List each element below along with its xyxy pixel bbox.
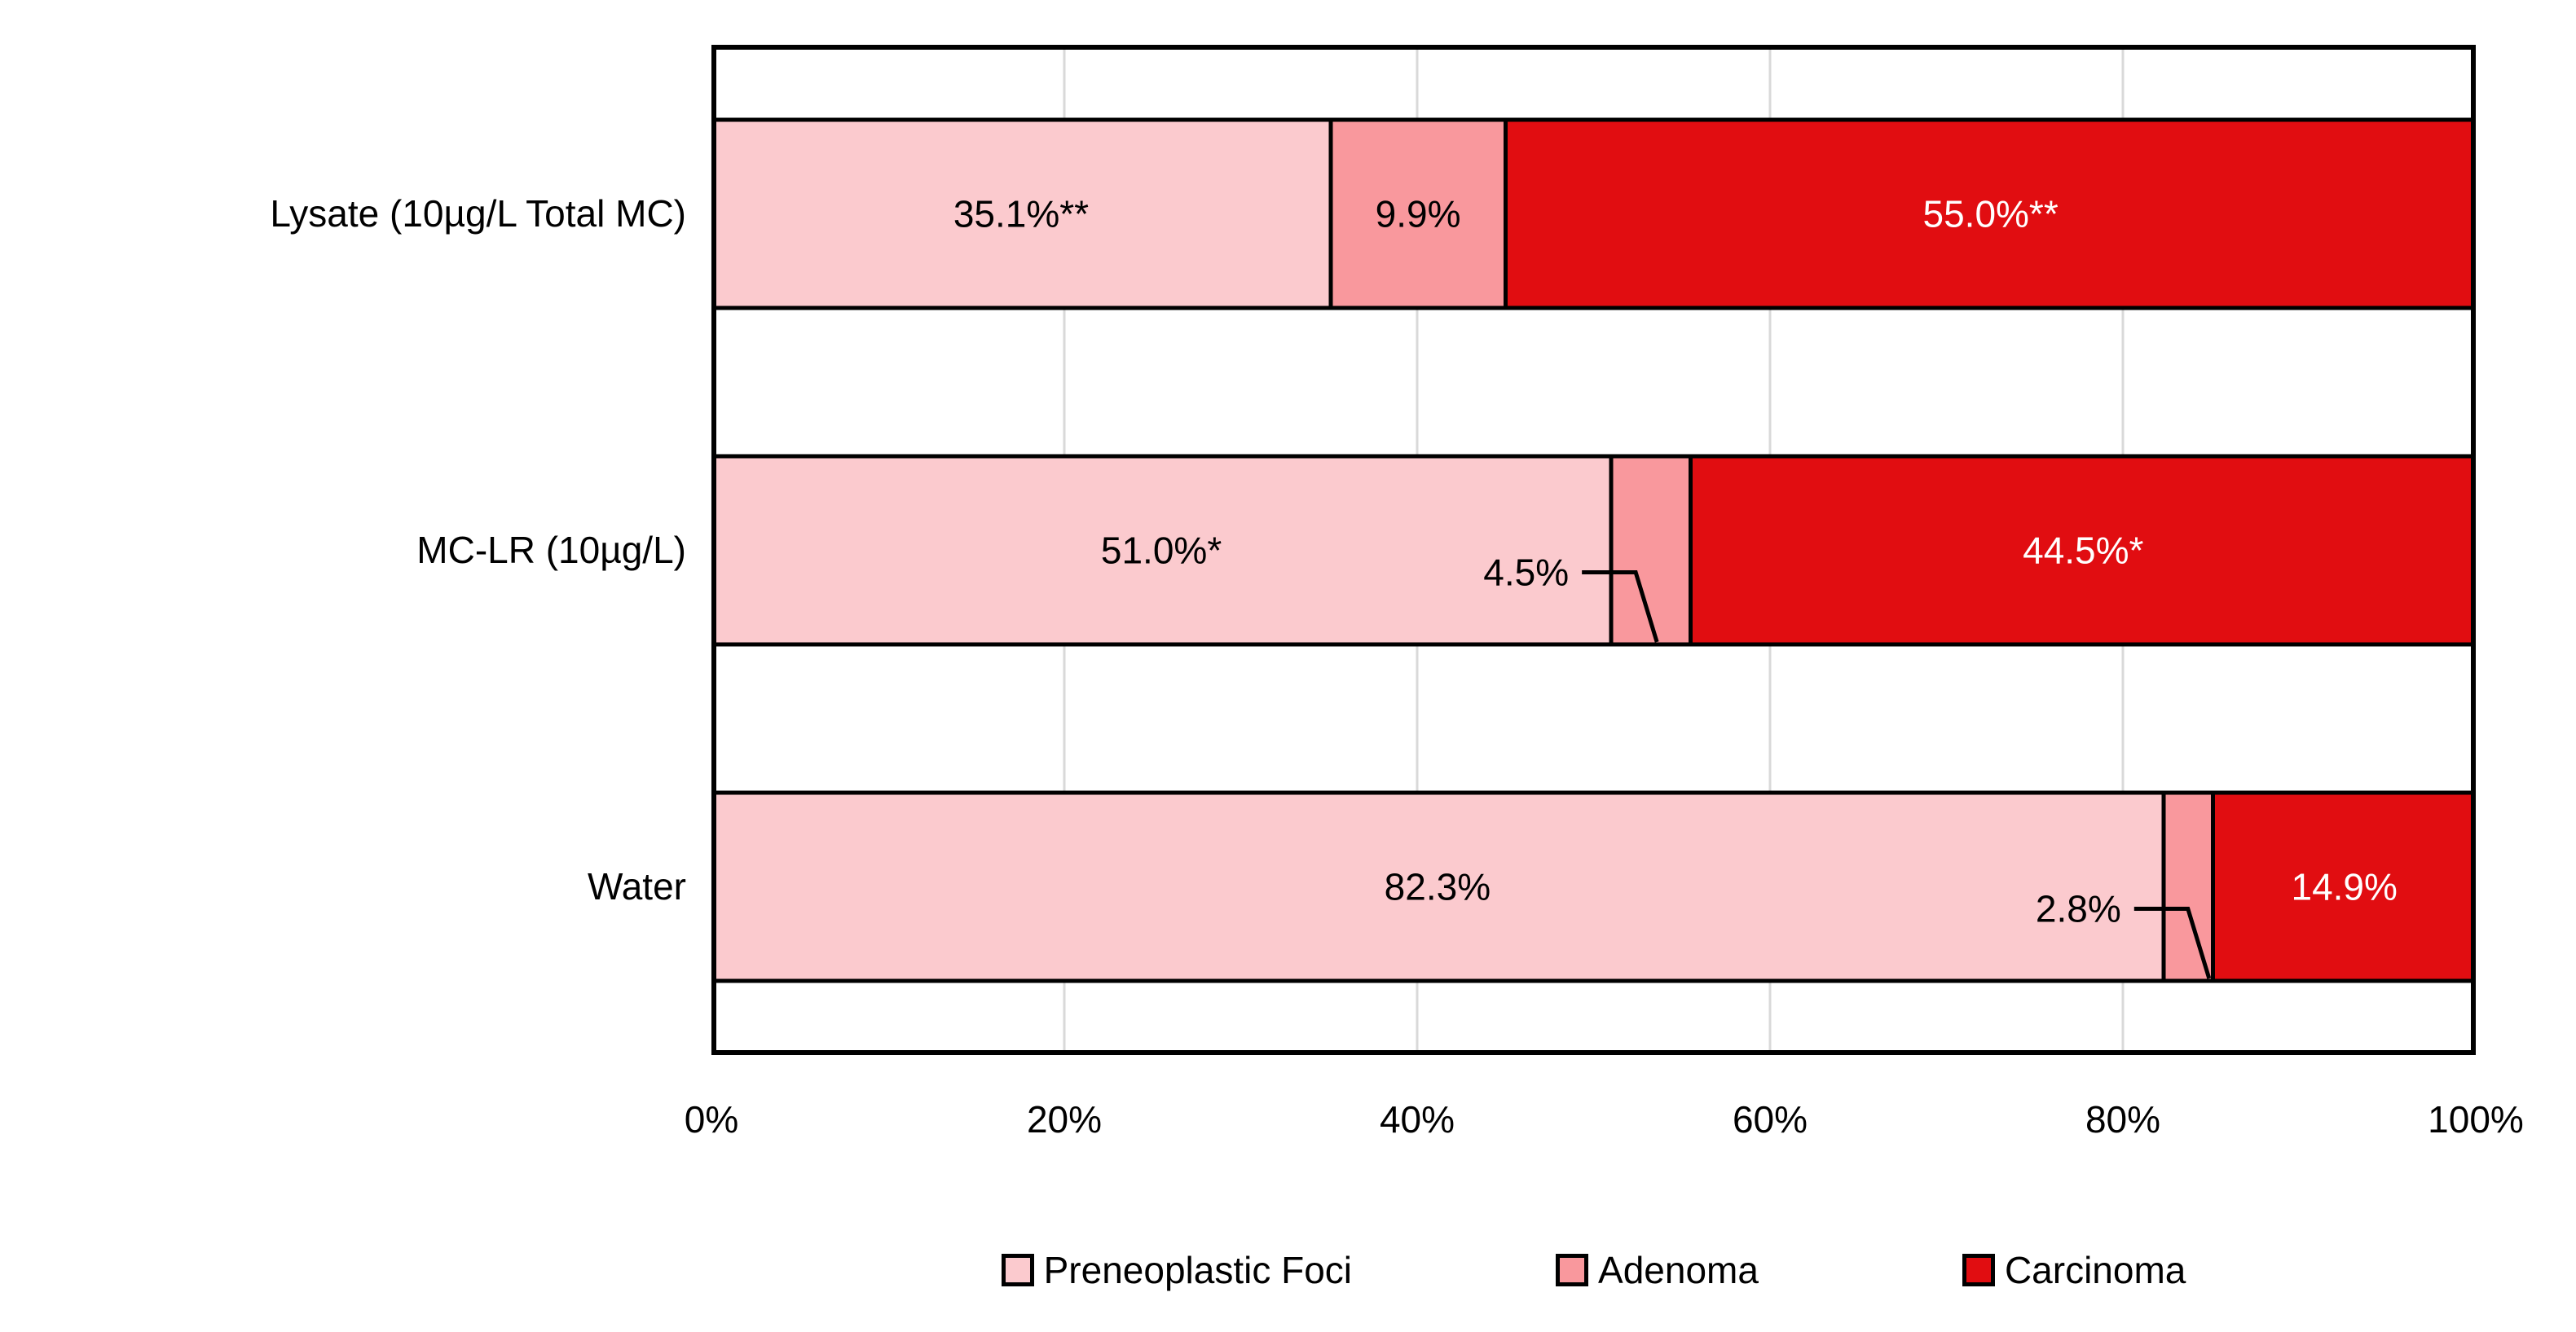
- legend-item-adenoma: Adenoma: [1556, 1248, 1759, 1292]
- x-tick-label-100: 100%: [2428, 1098, 2524, 1141]
- plot-border: [711, 45, 2476, 1055]
- legend-item-preneoplastic-foci: Preneoplastic Foci: [1001, 1248, 1353, 1292]
- x-tick-label-40: 40%: [1379, 1098, 1455, 1141]
- bar-segment: [711, 790, 2166, 983]
- legend-swatch-carcinoma-icon: [1962, 1254, 1995, 1286]
- plot-area: 35.1%** 9.9% 55.0%** 51.0%* 4.5% 44.5%* 82.3% 2…: [711, 45, 2476, 1055]
- bar-segment: [2161, 790, 2215, 983]
- bar-segment-label: 51.0%*: [1101, 530, 1222, 572]
- bar-segment: [1328, 117, 1508, 310]
- bar-segment-label: 35.1%**: [953, 193, 1089, 235]
- category-label-water: Water: [588, 865, 686, 908]
- legend-swatch-adenoma-icon: [1556, 1254, 1589, 1286]
- bar-segment: [1689, 454, 2476, 647]
- bar-segment: [1609, 454, 1693, 647]
- bar-segment: [711, 454, 1614, 647]
- callout-leader-line: [1582, 570, 1659, 643]
- x-tick-label-0: 0%: [684, 1098, 739, 1141]
- category-label-lysate: Lysate (10µg/L Total MC): [270, 192, 686, 235]
- x-tick-label-80: 80%: [2085, 1098, 2161, 1141]
- callout-label: 2.8%: [2036, 888, 2121, 930]
- bar-segment-label: 14.9%: [2291, 866, 2397, 908]
- legend-label-adenoma: Adenoma: [1598, 1249, 1759, 1291]
- bar-segment: [711, 117, 1333, 310]
- bar-segment: [2210, 790, 2476, 983]
- legend-swatch-preneoplastic-foci-icon: [1001, 1254, 1034, 1286]
- category-label-mclr: MC-LR (10µg/L): [416, 529, 686, 571]
- legend-label-carcinoma: Carcinoma: [2004, 1249, 2186, 1291]
- legend: Preneoplastic Foci Adenoma Carcinoma: [711, 1248, 2476, 1292]
- x-tick-label-60: 60%: [1732, 1098, 1808, 1141]
- bar-segment-label: 82.3%: [1385, 866, 1491, 908]
- x-tick-label-20: 20%: [1026, 1098, 1103, 1141]
- legend-label-preneoplastic-foci: Preneoplastic Foci: [1043, 1249, 1353, 1291]
- callout-label: 4.5%: [1483, 552, 1569, 594]
- legend-item-carcinoma: Carcinoma: [1962, 1248, 2186, 1292]
- bar-segment-label: 55.0%**: [1923, 193, 2059, 235]
- bar-segment-label: 44.5%*: [2023, 530, 2143, 572]
- plot-canvas: 35.1%** 9.9% 55.0%** 51.0%* 4.5% 44.5%* 82.3% 2…: [711, 45, 2476, 1055]
- callout-leader-line: [2133, 907, 2212, 979]
- bar-segment-label: 9.9%: [1376, 193, 1461, 235]
- bar-segment: [1503, 117, 2476, 310]
